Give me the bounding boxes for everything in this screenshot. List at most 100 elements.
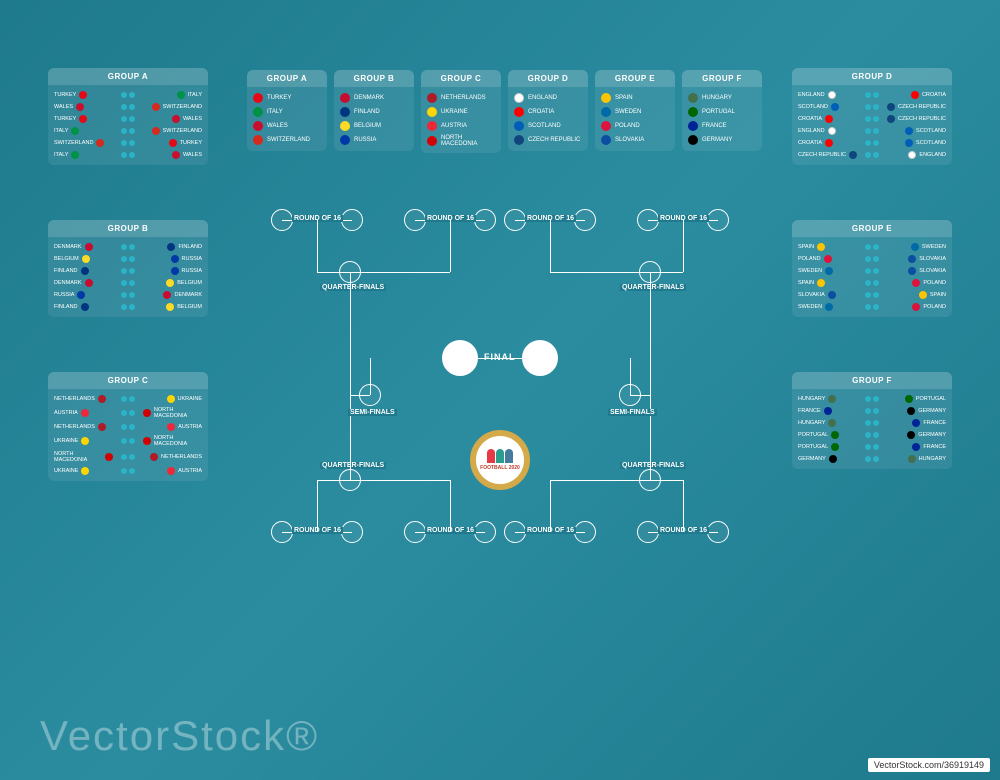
team-row: NORTH MACEDONIA (427, 133, 495, 149)
team-name: ITALY (54, 152, 68, 158)
flag-icon (152, 127, 160, 135)
team-row: SLOVAKIA (601, 133, 669, 147)
match-row: PORTUGALFRANCE (798, 441, 946, 453)
team-name: POLAND (615, 123, 640, 129)
group-match-card: GROUP FHUNGARYPORTUGALFRANCEGERMANYHUNGA… (792, 372, 952, 469)
score-dots (121, 304, 135, 310)
flag-icon (911, 91, 919, 99)
team-name: RUSSIA (182, 256, 202, 262)
flag-icon (601, 135, 611, 145)
flag-icon (908, 267, 916, 275)
flag-icon (340, 121, 350, 131)
flag-icon (167, 395, 175, 403)
flag-icon (98, 423, 106, 431)
score-dots (865, 304, 879, 310)
team-name: SPAIN (615, 95, 633, 101)
group-header: GROUP F (682, 70, 762, 87)
team-name: CZECH REPUBLIC (798, 152, 846, 158)
team-name: WALES (267, 123, 288, 129)
score-dots (865, 104, 879, 110)
flag-icon (253, 107, 263, 117)
team-row: ITALY (253, 105, 321, 119)
group-match-card: GROUP BDENMARKFINLANDBELGIUMRUSSIAFINLAN… (48, 220, 208, 317)
score-dots (865, 152, 879, 158)
flag-icon (817, 243, 825, 251)
flag-icon (340, 93, 350, 103)
team-name: DENMARK (354, 95, 384, 101)
bracket-slot (504, 209, 526, 231)
team-name: SWEDEN (922, 244, 946, 250)
team-name: FINLAND (54, 268, 78, 274)
team-name: GERMANY (918, 408, 946, 414)
score-dots (865, 116, 879, 122)
flag-icon (79, 91, 87, 99)
flag-icon (143, 409, 151, 417)
match-row: CROATIACZECH REPUBLIC (798, 113, 946, 125)
team-name: DENMARK (174, 292, 202, 298)
bracket-slot (271, 521, 293, 543)
team-name: NORTH MACEDONIA (154, 407, 202, 419)
match-row: PORTUGALGERMANY (798, 429, 946, 441)
flag-icon (828, 91, 836, 99)
flag-icon (912, 279, 920, 287)
final-slot (442, 340, 478, 376)
flag-icon (81, 267, 89, 275)
score-dots (121, 116, 135, 122)
bracket-line (350, 480, 450, 481)
flag-icon (85, 243, 93, 251)
team-name: SLOVAKIA (919, 268, 946, 274)
team-name: TURKEY (180, 140, 202, 146)
match-row: ENGLANDCROATIA (798, 89, 946, 101)
team-row: HUNGARY (688, 91, 756, 105)
team-row: ENGLAND (514, 91, 582, 105)
flag-icon (514, 121, 524, 131)
team-name: SPAIN (798, 280, 814, 286)
flag-icon (427, 107, 437, 117)
flag-icon (514, 107, 524, 117)
flag-icon (79, 115, 87, 123)
bracket-slot (574, 209, 596, 231)
bracket-line (683, 480, 684, 532)
flag-icon (887, 115, 895, 123)
team-name: BELGIUM (177, 280, 202, 286)
team-row: PORTUGAL (688, 105, 756, 119)
bracket-label: SEMI-FINALS (608, 409, 657, 416)
flag-icon (150, 453, 158, 461)
team-name: SWEDEN (615, 109, 641, 115)
flag-icon (905, 139, 913, 147)
score-dots (865, 244, 879, 250)
team-name: WALES (183, 116, 202, 122)
team-name: NETHERLANDS (441, 95, 486, 101)
team-name: ENGLAND (798, 128, 825, 134)
flag-icon (171, 267, 179, 275)
flag-icon (169, 139, 177, 147)
bracket-line (550, 480, 650, 481)
bracket-line (350, 395, 351, 480)
bracket-slot (474, 521, 496, 543)
match-row: WALESSWITZERLAND (54, 101, 202, 113)
bracket-line (550, 272, 650, 273)
team-name: FINLAND (178, 244, 202, 250)
score-dots (865, 128, 879, 134)
team-row: BELGIUM (340, 119, 408, 133)
score-dots (865, 292, 879, 298)
team-name: AUSTRIA (54, 410, 78, 416)
group-header: GROUP E (792, 220, 952, 237)
team-name: AUSTRIA (441, 123, 467, 129)
bracket-line (450, 480, 451, 532)
flag-icon (81, 303, 89, 311)
bracket-slot (341, 209, 363, 231)
match-row: FRANCEGERMANY (798, 405, 946, 417)
team-name: FRANCE (702, 123, 727, 129)
match-row: SCOTLANDCZECH REPUBLIC (798, 101, 946, 113)
flag-icon (831, 443, 839, 451)
team-name: CROATIA (922, 92, 946, 98)
flag-icon (825, 267, 833, 275)
team-name: AUSTRIA (178, 424, 202, 430)
score-dots (121, 268, 135, 274)
team-name: SCOTLAND (528, 123, 561, 129)
score-dots (121, 396, 135, 402)
flag-icon (177, 91, 185, 99)
flag-icon (919, 291, 927, 299)
bracket-line (350, 272, 450, 273)
